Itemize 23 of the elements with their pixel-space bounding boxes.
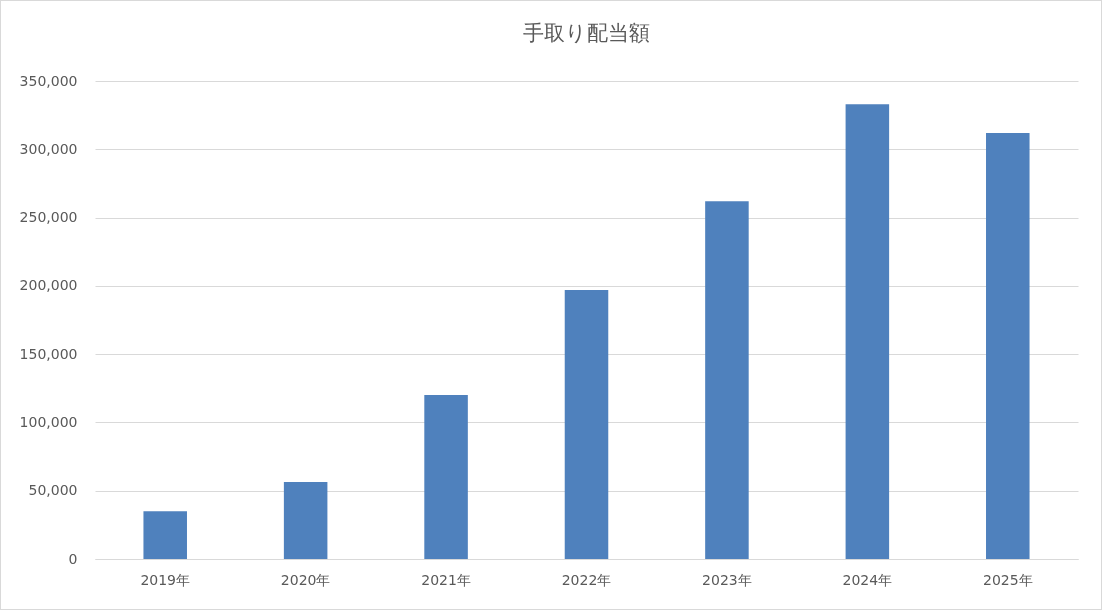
y-tick-label: 300,000 [19,140,78,157]
bar [283,481,328,559]
x-tick-label: 2023年 [702,571,752,588]
y-tick-label: 100,000 [19,413,78,430]
y-tick-label: 200,000 [19,277,78,294]
chart-title: 手取り配当額 [523,21,650,45]
y-tick-label: 350,000 [19,72,78,89]
x-tick-label: 2021年 [421,571,471,588]
x-tick-label: 2022年 [561,571,612,588]
bar [845,104,890,559]
x-tick-label: 2024年 [842,571,893,588]
y-tick-label: 150,000 [19,345,78,362]
y-tick-label: 0 [68,550,78,567]
bar [424,395,468,559]
x-tick-label: 2020年 [280,571,331,588]
bar [986,132,1030,559]
bar [564,289,609,559]
bar [143,511,187,559]
bar [705,201,749,559]
y-tick-label: 250,000 [19,209,78,226]
x-tick-label: 2025年 [982,571,1033,588]
x-tick-label: 2019年 [140,571,191,588]
y-tick-label: 50,000 [28,482,78,499]
